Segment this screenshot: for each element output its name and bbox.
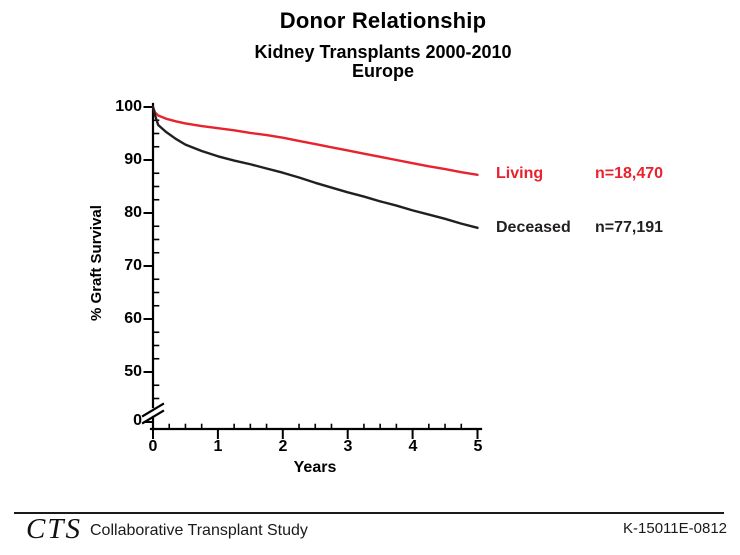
y-tick-label-50: 50 (124, 363, 142, 380)
y-tick-label-70: 70 (124, 257, 142, 274)
x-tick-label-0: 0 (148, 438, 158, 455)
x-tick-label-1: 1 (213, 438, 223, 455)
y-tick-label-0: 0 (133, 412, 142, 429)
cts-logo: CTS (26, 513, 82, 545)
x-tick-label-4: 4 (408, 438, 418, 455)
footer-org-name: Collaborative Transplant Study (90, 522, 308, 539)
x-tick-label-5: 5 (473, 438, 483, 455)
legend-deceased-label: Deceased (496, 219, 571, 236)
chart-title: Donor Relationship (279, 8, 487, 33)
x-tick-label-2: 2 (278, 438, 288, 455)
x-axis-title: Years (293, 459, 337, 476)
chart-subtitle-region: Europe (351, 61, 414, 81)
legend-living-count: n=18,470 (595, 165, 664, 182)
footer-divider (14, 512, 724, 514)
footer-ref-code: K-15011E-0812 (623, 520, 727, 537)
chart-subtitle: Kidney Transplants 2000-2010 (254, 42, 512, 62)
legend-deceased-count: n=77,191 (595, 219, 664, 236)
y-tick-label-90: 90 (124, 151, 142, 168)
y-tick-label-80: 80 (124, 204, 142, 221)
x-tick-label-3: 3 (343, 438, 353, 455)
legend-living-label: Living (496, 165, 544, 182)
y-tick-label-60: 60 (124, 310, 142, 327)
y-tick-label-100: 100 (115, 98, 142, 115)
